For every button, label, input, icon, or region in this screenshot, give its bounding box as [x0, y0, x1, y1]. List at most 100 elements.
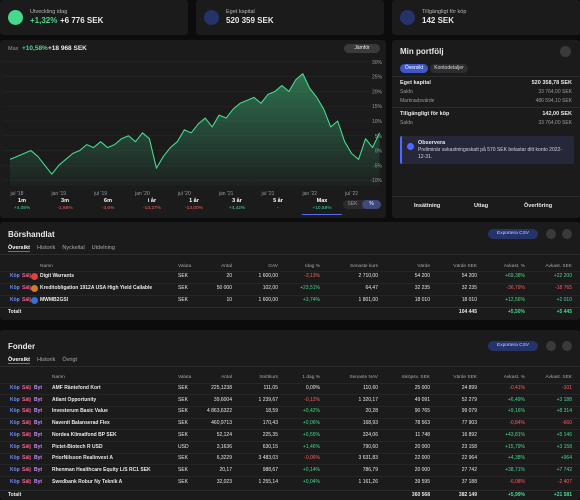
export-button[interactable]: Exportera CSV: [488, 341, 538, 351]
row-action[interactable]: Byt: [34, 455, 43, 462]
row-divider: [0, 464, 580, 466]
column-header: Värde SEK: [453, 375, 477, 380]
row-cell: +43,81%: [505, 431, 525, 438]
x-tick-label: jan '21: [218, 191, 234, 197]
row-action[interactable]: Byt: [34, 466, 43, 473]
row-cell: 1 320,17: [358, 396, 378, 403]
portfolio-tab[interactable]: Översikt: [400, 64, 428, 73]
row-action[interactable]: Byt: [34, 420, 43, 427]
more-button[interactable]: [562, 341, 572, 351]
period-label: 3 år: [232, 198, 242, 204]
period-option[interactable]: 3 år +4,42%: [217, 198, 257, 214]
period-option[interactable]: Max +10,58%: [302, 198, 342, 215]
portfolio-row-label: Saldo: [400, 120, 413, 126]
card-label: Tillgängligt för köp: [422, 9, 467, 15]
row-action[interactable]: Byt: [34, 396, 43, 403]
row-cell: SEK: [178, 273, 189, 279]
notice-text: Preliminär avkastningsskatt på 570 SEK b…: [418, 147, 562, 160]
table-tab[interactable]: Översikt: [8, 245, 31, 252]
line-area: [9, 73, 380, 186]
unit-option[interactable]: SEK: [347, 201, 358, 207]
column-header: Senaste kurs: [350, 264, 378, 269]
table-tab[interactable]: Historik: [37, 245, 56, 251]
row-action[interactable]: Köp: [10, 478, 20, 485]
row-action[interactable]: Köp: [10, 420, 20, 427]
row-name: Nordea Klimatfond BP SEK: [52, 431, 117, 438]
portfolio-row-value: 33 764,00 SEK: [538, 120, 572, 126]
period-option[interactable]: 5 år -: [258, 198, 298, 214]
transfer-button[interactable]: Överföring: [524, 203, 553, 209]
row-action[interactable]: Byt: [34, 431, 43, 438]
row-cell: -18 765: [555, 285, 572, 291]
row-action[interactable]: Köp: [10, 466, 20, 473]
export-button[interactable]: Exportera CSV: [488, 229, 538, 239]
period-option[interactable]: 1m +4,08%: [2, 198, 42, 214]
row-action[interactable]: Byt: [34, 443, 43, 450]
row-action[interactable]: Sälj: [22, 385, 31, 391]
unit-option[interactable]: %: [362, 200, 381, 209]
row-action[interactable]: Sälj: [22, 455, 31, 462]
row-cell: 988,67: [262, 466, 278, 473]
period-option[interactable]: 3m -1,66%: [45, 198, 85, 214]
row-cell: 111,05: [263, 385, 278, 391]
row-action[interactable]: Byt: [34, 385, 43, 391]
portfolio-tab[interactable]: Kontodetaljer: [430, 64, 468, 73]
column-header: Inköpsv. SEK: [401, 375, 430, 380]
funds-section: Fonder Exportera CSV Översikt Historik Övrig…: [0, 330, 580, 500]
divider: [0, 254, 580, 255]
row-cell: +2 010: [556, 297, 572, 303]
row-action[interactable]: Köp: [10, 443, 20, 450]
collapse-button[interactable]: [560, 46, 571, 57]
settings-button[interactable]: [546, 341, 556, 351]
row-action[interactable]: Köp: [10, 396, 20, 403]
row-action[interactable]: Köp: [10, 455, 20, 462]
row-cell: +7 742: [556, 466, 572, 473]
row-action[interactable]: Köp: [10, 385, 20, 391]
section-title: Börshandlat: [8, 230, 55, 239]
row-action[interactable]: Sälj: [22, 420, 31, 427]
period-value: -1,66%: [57, 206, 73, 211]
settings-button[interactable]: [546, 229, 556, 239]
row-cell: 16 892: [461, 431, 477, 438]
deposit-button[interactable]: Insättning: [414, 203, 441, 209]
row-cell: 90 765: [414, 408, 430, 415]
row-action[interactable]: Sälj: [22, 408, 31, 415]
row-name: Swedbank Robur Ny Teknik A: [52, 478, 123, 485]
row-action[interactable]: Byt: [34, 408, 43, 415]
row-action[interactable]: Sälj: [22, 273, 31, 279]
row-action[interactable]: Köp: [10, 273, 20, 279]
row-action[interactable]: Köp: [10, 285, 20, 291]
row-action[interactable]: Sälj: [22, 478, 31, 485]
period-option[interactable]: i år -13,27%: [132, 198, 172, 214]
period-option[interactable]: 6m -3,6%: [88, 198, 128, 214]
table-tab[interactable]: Utdelning: [91, 245, 115, 251]
period-option[interactable]: 1 år -13,00%: [174, 198, 214, 214]
portfolio-row-value: 33 764,00 SEK: [538, 89, 572, 95]
row-action[interactable]: Köp: [10, 408, 20, 415]
withdraw-button[interactable]: Uttag: [474, 203, 489, 209]
compare-button[interactable]: Jämför: [344, 44, 380, 53]
row-action[interactable]: Sälj: [22, 396, 31, 403]
row-action[interactable]: Sälj: [22, 466, 31, 473]
row-action[interactable]: Sälj: [22, 443, 31, 450]
row-cell: 1 255,14: [258, 478, 278, 485]
row-action[interactable]: Sälj: [22, 297, 31, 303]
row-cell: 18 010: [461, 297, 477, 303]
column-header: Valuta: [178, 375, 192, 380]
row-action[interactable]: Byt: [34, 478, 43, 485]
row-cell: 1 600,00: [258, 273, 278, 279]
row-action[interactable]: Sälj: [22, 431, 31, 438]
row-cell: +0,14%: [302, 466, 320, 473]
row-action[interactable]: Köp: [10, 297, 20, 303]
row-name: Investerum Basic Value: [52, 408, 108, 415]
chart-panel: Max +10,58% +18 968 SEK Jämför 30% 25% 20%…: [0, 40, 386, 218]
table-tab[interactable]: Övrigt: [62, 357, 78, 363]
card-label: Eget kapital: [226, 9, 255, 15]
more-button[interactable]: [562, 229, 572, 239]
row-action[interactable]: Sälj: [22, 285, 31, 291]
table-tab[interactable]: Historik: [37, 357, 56, 363]
row-action[interactable]: Köp: [10, 431, 20, 438]
row-cell: 25 000: [414, 385, 430, 391]
table-tab[interactable]: Översikt: [8, 357, 31, 364]
table-tab[interactable]: Nyckeltal: [62, 245, 85, 251]
